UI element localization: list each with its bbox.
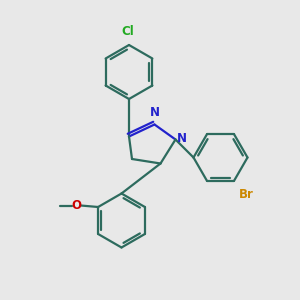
Text: Br: Br — [238, 188, 253, 201]
Text: N: N — [177, 131, 187, 145]
Text: N: N — [149, 106, 160, 119]
Text: Cl: Cl — [121, 26, 134, 38]
Text: O: O — [71, 199, 82, 212]
